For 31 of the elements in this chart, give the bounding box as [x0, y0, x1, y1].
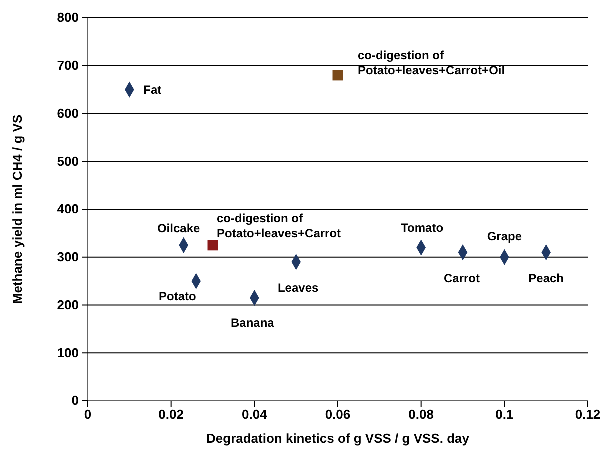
x-tick-label: 0.1	[496, 407, 514, 422]
annotation: Oilcake	[157, 221, 201, 236]
x-tick-label: 0.08	[408, 407, 434, 422]
annotation: Carrot	[444, 272, 480, 286]
y-tick-label: 700	[57, 58, 79, 74]
x-tick-label: 0.06	[325, 407, 351, 422]
x-tick-label: 0.12	[575, 407, 601, 422]
annotation: Leaves	[278, 281, 320, 296]
x-axis-title: Degradation kinetics of g VSS / g VSS. day	[206, 431, 470, 446]
y-axis-title: Methane yield in ml CH4 / g VS	[10, 114, 25, 304]
y-tick-label: 400	[57, 202, 79, 217]
annotation: Fat	[144, 82, 162, 97]
annotation: Potato	[158, 289, 196, 304]
annotation: Tomato	[401, 220, 444, 235]
annotation: co-digestion of Potato+leaves+Carrot	[217, 211, 342, 240]
annotation: Grape	[487, 229, 522, 244]
y-tick-label: 500	[57, 154, 79, 169]
y-tick-label: 600	[57, 106, 79, 121]
x-tick-label: 0.02	[158, 407, 184, 422]
point	[208, 240, 218, 251]
y-tick-label: 200	[57, 297, 79, 312]
annotation: Peach	[528, 272, 564, 286]
y-tick-label: 100	[57, 345, 79, 360]
y-tick-label: 300	[57, 250, 79, 265]
x-tick-label: 0.04	[242, 407, 268, 422]
point	[332, 70, 344, 81]
annotation: co-digestion of Potato+leaves+Carrot+Oil	[358, 48, 506, 78]
annotation: Banana	[230, 316, 275, 330]
x-tick-label: 0	[84, 407, 92, 422]
y-tick-label: 800	[57, 10, 79, 26]
y-tick-label: 0	[72, 393, 79, 408]
